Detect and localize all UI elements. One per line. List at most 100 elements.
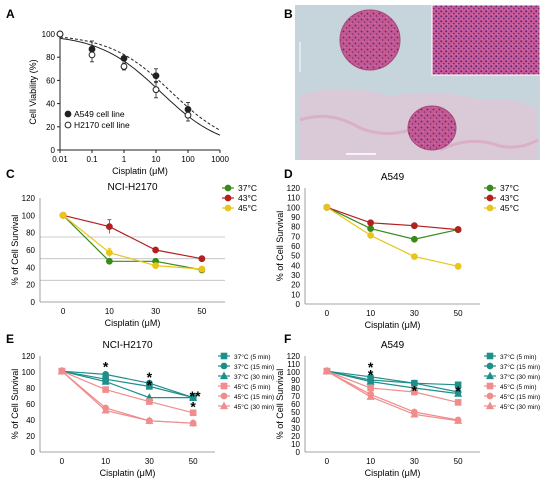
y-axis-label: % of Cell Survival xyxy=(275,369,285,440)
series-line xyxy=(61,370,194,399)
inset-border xyxy=(431,4,541,76)
tumor-spheroid xyxy=(339,9,401,71)
y-tick-label: 100 xyxy=(42,30,56,39)
legend-label: 45°C (30 min) xyxy=(234,403,274,411)
data-point xyxy=(198,265,206,273)
legend-label: 43°C xyxy=(500,193,519,203)
y-tick-label: 60 xyxy=(291,242,300,251)
legend-label: 45°C (30 min) xyxy=(500,403,540,411)
data-point xyxy=(367,231,375,239)
series-line xyxy=(61,370,194,399)
legend-marker xyxy=(224,184,232,192)
y-tick-label: 80 xyxy=(46,53,55,62)
legend-label: 45°C xyxy=(500,203,519,213)
legend-label: 37°C xyxy=(500,183,519,193)
significance-marker: * xyxy=(147,377,153,393)
x-tick-label: 50 xyxy=(189,457,198,466)
significance-marker: ** xyxy=(190,388,201,404)
x-tick-label: 0 xyxy=(60,457,65,466)
data-point xyxy=(57,366,66,375)
y-tick-label: 60 xyxy=(46,76,55,85)
data-point xyxy=(367,384,374,392)
data-point xyxy=(454,226,462,233)
significance-marker: * xyxy=(147,369,153,385)
y-tick-label: 50 xyxy=(291,252,300,261)
data-point xyxy=(410,235,418,243)
legend-marker xyxy=(220,392,228,400)
x-tick-label: 30 xyxy=(410,457,419,466)
x-axis-label: Cisplatin (μM) xyxy=(112,166,168,176)
data-point xyxy=(198,255,206,263)
data-point xyxy=(102,386,109,393)
x-tick-label: 30 xyxy=(410,309,419,318)
x-axis-label: Cisplatin (μM) xyxy=(365,320,421,330)
legend-label: 37°C (5 min) xyxy=(500,353,537,361)
series-line xyxy=(62,214,202,270)
y-tick-label: 30 xyxy=(291,271,300,280)
x-tick-label: 50 xyxy=(197,307,206,316)
stroma-strand xyxy=(299,114,421,135)
data-point xyxy=(454,416,463,424)
legend-marker xyxy=(486,352,494,360)
y-tick-label: 20 xyxy=(291,281,300,290)
data-point xyxy=(105,223,113,231)
y-tick-label: 30 xyxy=(291,424,300,433)
series-line xyxy=(61,370,194,424)
data-point xyxy=(59,211,67,219)
legend-marker xyxy=(220,352,228,360)
significance-marker: * xyxy=(368,366,374,382)
data-point xyxy=(189,409,197,417)
panel-c-nci-h2170-temperature: NCI-H2170 0 20 40 60 80 100 120 0 10 30 50 Cisplatin… xyxy=(10,182,257,328)
x-tick-label: 0 xyxy=(325,309,330,318)
panel-label-b: B xyxy=(284,7,293,21)
y-tick-label: 120 xyxy=(287,184,301,193)
y-tick-label: 10 xyxy=(291,440,300,449)
x-tick-label: 0 xyxy=(61,307,66,316)
y-tick-label: 80 xyxy=(291,223,300,232)
x-axis-label: Cisplatin (μM) xyxy=(105,318,161,328)
y-tick-label: 100 xyxy=(22,211,36,220)
y-tick-label: 110 xyxy=(287,360,300,369)
y-tick-label: 60 xyxy=(26,400,35,409)
x-tick-label: 10 xyxy=(101,457,110,466)
x-tick-label: 100 xyxy=(181,155,195,164)
series-line xyxy=(62,214,203,271)
fit-curve xyxy=(59,36,221,131)
data-point xyxy=(145,416,154,424)
data-point xyxy=(323,203,331,211)
data-point xyxy=(88,51,96,59)
y-tick-label: 60 xyxy=(291,400,300,409)
y-tick-label: 20 xyxy=(26,281,35,290)
x-tick-label: 10 xyxy=(152,155,161,164)
x-tick-label: 50 xyxy=(454,309,463,318)
data-point xyxy=(454,399,462,406)
y-tick-label: 90 xyxy=(291,376,300,385)
y-tick-label: 100 xyxy=(287,368,301,377)
legend-marker xyxy=(220,382,228,390)
y-tick-label: 10 xyxy=(291,290,300,299)
series-line xyxy=(326,206,459,231)
legend-label: 37°C (15 min) xyxy=(500,363,540,371)
y-tick-label: 120 xyxy=(287,352,301,361)
legend-marker xyxy=(224,194,232,202)
data-point xyxy=(101,377,110,385)
x-tick-label: 10 xyxy=(105,307,114,316)
legend-marker xyxy=(486,184,494,192)
chart-title: NCI-H2170 xyxy=(102,340,152,351)
y-axis-label: % of Cell Survival xyxy=(10,369,20,440)
legend-label: A549 cell line xyxy=(74,109,125,119)
data-point xyxy=(105,249,113,257)
y-tick-label: 40 xyxy=(291,416,300,425)
y-tick-label: 0 xyxy=(296,448,301,457)
x-tick-label: 1 xyxy=(122,155,127,164)
chart-title: A549 xyxy=(381,172,405,183)
series-line xyxy=(326,370,459,421)
y-tick-label: 50 xyxy=(291,408,300,417)
legend-marker xyxy=(486,194,494,202)
data-point xyxy=(367,225,375,233)
legend-marker xyxy=(486,392,494,400)
y-tick-label: 0 xyxy=(31,448,36,457)
fit-curve xyxy=(59,37,221,136)
